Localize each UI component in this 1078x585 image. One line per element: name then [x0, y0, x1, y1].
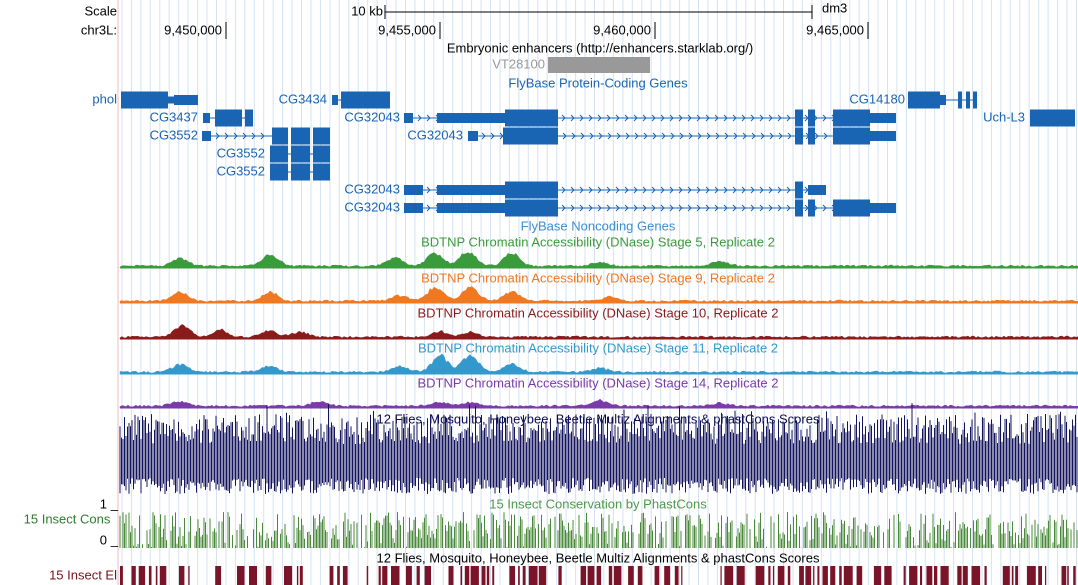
exon [215, 109, 242, 127]
axis-min-tick: _ [110, 532, 119, 547]
exon [291, 127, 310, 145]
exon [940, 95, 946, 105]
track-title: FlyBase Noncoding Genes [521, 218, 676, 233]
track-title: BDTNP Chromatin Accessibility (DNase) St… [418, 340, 778, 355]
exon [313, 127, 330, 145]
exon [437, 113, 505, 123]
exon [966, 91, 970, 109]
enhancer-label: VT28100 [492, 56, 545, 71]
track-title: Embryonic enhancers (http://enhancers.st… [447, 40, 753, 55]
exon [332, 95, 338, 105]
exon [808, 199, 815, 217]
exon [908, 91, 940, 109]
signal-tracks: BDTNP Chromatin Accessibility (DNase) St… [119, 234, 1078, 409]
gene-label: phol [92, 91, 117, 106]
exon [808, 109, 815, 127]
exon [503, 127, 558, 145]
position-label: 9,450,000 [164, 22, 222, 37]
axis-max-tick: _ [110, 496, 119, 511]
exon [808, 185, 826, 195]
track-title: 15 Insect Conservation by PhastCons [489, 496, 707, 511]
exon [958, 91, 962, 109]
gene-label: Uch-L3 [983, 109, 1025, 124]
exon [174, 95, 198, 105]
exon [795, 199, 803, 217]
exon [870, 131, 896, 141]
exon [505, 181, 558, 199]
exon [168, 96, 174, 104]
axis-min: 0 [100, 532, 107, 547]
gene-label: CG32043 [344, 109, 400, 124]
exon [870, 113, 896, 123]
axis-max: 1 [100, 496, 107, 511]
multiz-bars [119, 403, 1078, 494]
track-title: BDTNP Chromatin Accessibility (DNase) St… [421, 270, 775, 285]
exon [313, 163, 330, 181]
position-label: 9,465,000 [806, 22, 864, 37]
exon [291, 163, 310, 181]
gene-label: CG32043 [407, 127, 463, 142]
exon [437, 185, 505, 195]
exon [505, 109, 558, 127]
track-title: 12 Flies, Mosquito, Honeybee, Beetle Mul… [377, 550, 820, 565]
position-label: 9,460,000 [593, 22, 651, 37]
signal [119, 398, 1078, 409]
exon [202, 131, 211, 141]
phastcons-bars [119, 512, 1078, 548]
track-title: BDTNP Chromatin Accessibility (DNase) St… [417, 305, 778, 320]
conserved-elements [120, 566, 1076, 585]
exon [505, 199, 558, 217]
signal [119, 324, 1078, 340]
exon [270, 163, 288, 181]
gene-label: CG3552 [217, 163, 265, 178]
exon [270, 145, 288, 163]
gene-label: CG3434 [279, 91, 327, 106]
gene-label: CG3552 [217, 145, 265, 160]
genes: phol CG3437 CG3552 CG3434 CG32043 CG32043 CG35… [92, 91, 1075, 217]
track-left-label: 15 Insect Cons [24, 511, 111, 526]
signal [119, 252, 1078, 269]
exon [404, 203, 423, 213]
exon [203, 113, 210, 123]
exon [404, 113, 413, 123]
exon [245, 109, 253, 127]
assembly: dm3 [822, 0, 847, 15]
gene-label: CG32043 [344, 199, 400, 214]
scale-bar-label: 10 kb [351, 3, 383, 18]
position-label: 9,455,000 [378, 22, 436, 37]
exon [291, 145, 310, 163]
exon [404, 185, 423, 195]
gene-label: CG32043 [344, 181, 400, 196]
exon [1030, 109, 1075, 127]
scale-label: Scale [84, 3, 117, 18]
exon [833, 127, 870, 145]
gene-label: CG14180 [849, 91, 905, 106]
track-left-label: 15 Insect El [49, 567, 117, 582]
exon [272, 127, 288, 145]
exon [313, 145, 330, 163]
exon [833, 109, 870, 127]
exon [795, 127, 803, 145]
exon [973, 91, 977, 109]
enhancer-item [548, 57, 650, 73]
exon [795, 109, 803, 127]
exon [808, 127, 815, 145]
exon [341, 91, 390, 109]
exon [437, 203, 505, 213]
gene-label: CG3437 [150, 109, 198, 124]
exon [121, 91, 168, 109]
exon [795, 181, 803, 199]
signal [119, 286, 1078, 304]
gene-label: CG3552 [150, 127, 198, 142]
signal [119, 353, 1078, 375]
track-title: FlyBase Protein-Coding Genes [508, 75, 688, 90]
track-title: BDTNP Chromatin Accessibility (DNase) St… [421, 234, 775, 249]
exon [468, 131, 478, 141]
exon [833, 199, 870, 217]
chrom-label: chr3L: [81, 22, 117, 37]
track-title: BDTNP Chromatin Accessibility (DNase) St… [417, 375, 778, 390]
exon [870, 203, 896, 213]
